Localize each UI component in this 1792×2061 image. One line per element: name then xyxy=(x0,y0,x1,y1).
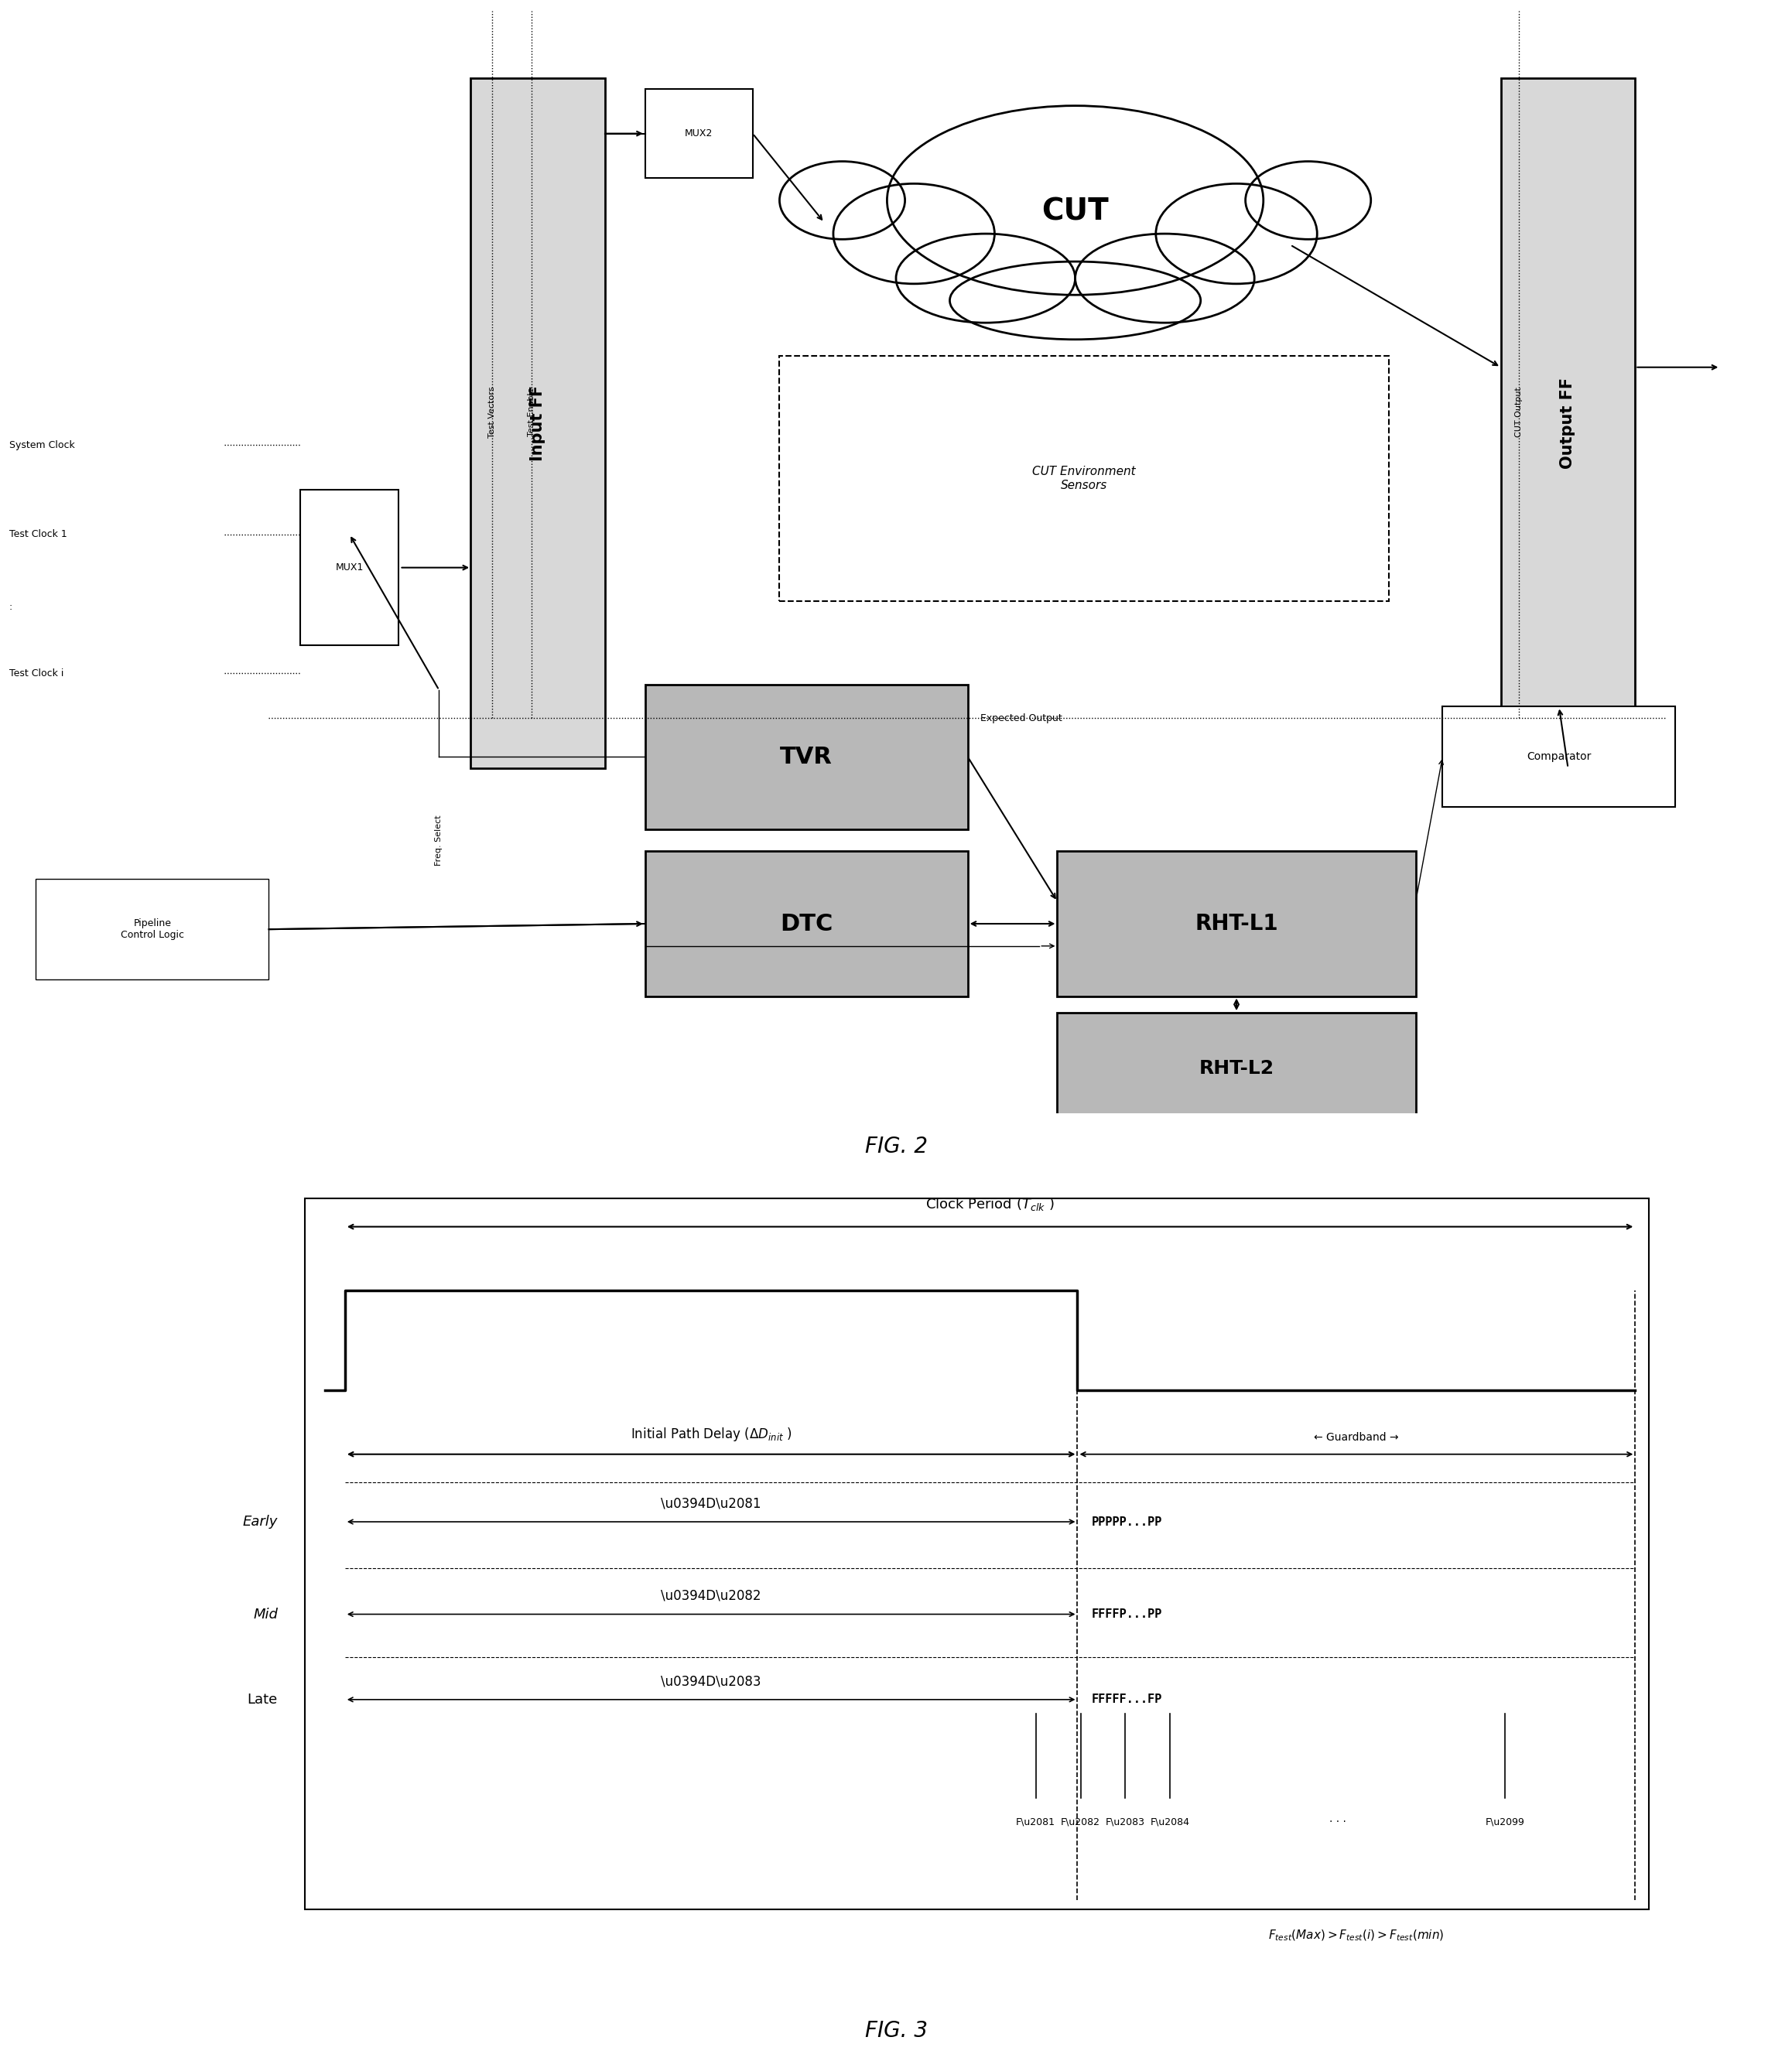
Text: F\u2081: F\u2081 xyxy=(1016,1818,1055,1826)
Text: CUT Environment
Sensors: CUT Environment Sensors xyxy=(1032,466,1136,491)
FancyBboxPatch shape xyxy=(305,1197,1649,1908)
Text: \u0394D\u2081: \u0394D\u2081 xyxy=(661,1496,762,1511)
Text: Test Clock i: Test Clock i xyxy=(9,668,63,678)
FancyBboxPatch shape xyxy=(1502,78,1634,769)
Ellipse shape xyxy=(1156,183,1317,284)
Text: RHT-L1: RHT-L1 xyxy=(1195,913,1278,934)
FancyBboxPatch shape xyxy=(36,880,269,979)
FancyBboxPatch shape xyxy=(470,78,606,769)
FancyBboxPatch shape xyxy=(1057,851,1416,995)
Text: Test Vectors: Test Vectors xyxy=(487,385,496,437)
Text: Expected Output: Expected Output xyxy=(980,713,1063,723)
Ellipse shape xyxy=(1075,233,1254,324)
Text: Late: Late xyxy=(247,1692,278,1707)
Text: CUT Output: CUT Output xyxy=(1514,387,1523,437)
FancyBboxPatch shape xyxy=(1057,1012,1416,1123)
Ellipse shape xyxy=(950,262,1201,340)
Text: ← Guardband →: ← Guardband → xyxy=(1314,1432,1400,1443)
Text: FFFFF...FP: FFFFF...FP xyxy=(1091,1694,1163,1704)
Text: Comparator: Comparator xyxy=(1527,752,1591,763)
Text: MUX2: MUX2 xyxy=(685,128,713,138)
Text: RHT-L2: RHT-L2 xyxy=(1199,1059,1274,1078)
Text: F\u2083: F\u2083 xyxy=(1106,1818,1145,1826)
Text: Mid: Mid xyxy=(253,1608,278,1622)
Text: Input FF: Input FF xyxy=(530,385,545,462)
Text: FIG. 3: FIG. 3 xyxy=(866,2020,926,2042)
FancyBboxPatch shape xyxy=(1443,707,1676,806)
Text: Early: Early xyxy=(242,1515,278,1529)
Ellipse shape xyxy=(780,161,905,239)
FancyBboxPatch shape xyxy=(645,684,968,829)
Text: TVR: TVR xyxy=(780,746,833,769)
Text: Freq. Select: Freq. Select xyxy=(435,814,443,866)
FancyBboxPatch shape xyxy=(645,851,968,995)
Text: Output FF: Output FF xyxy=(1561,377,1575,468)
FancyBboxPatch shape xyxy=(645,89,753,177)
Text: F\u2084: F\u2084 xyxy=(1150,1818,1190,1826)
Text: FIG. 2: FIG. 2 xyxy=(866,1136,926,1158)
Text: · · ·: · · · xyxy=(1330,1818,1346,1828)
Text: MUX1: MUX1 xyxy=(335,563,364,573)
Text: \u0394D\u2083: \u0394D\u2083 xyxy=(661,1674,762,1688)
FancyBboxPatch shape xyxy=(780,357,1389,602)
Ellipse shape xyxy=(833,183,995,284)
Text: Test Enable: Test Enable xyxy=(527,387,536,437)
Text: PPPPP...PP: PPPPP...PP xyxy=(1091,1517,1163,1527)
Ellipse shape xyxy=(887,105,1263,295)
Text: Initial Path Delay ($\Delta D_{init}$ ): Initial Path Delay ($\Delta D_{init}$ ) xyxy=(631,1426,792,1443)
Text: FFFFP...PP: FFFFP...PP xyxy=(1091,1608,1163,1620)
FancyBboxPatch shape xyxy=(299,491,398,645)
Text: $F_{test}(Max) > F_{test}(i) > F_{test}(min)$: $F_{test}(Max) > F_{test}(i) > F_{test}(… xyxy=(1269,1929,1444,1944)
Text: \u0394D\u2082: \u0394D\u2082 xyxy=(661,1589,762,1603)
Text: Clock Period ($T_{clk}$ ): Clock Period ($T_{clk}$ ) xyxy=(926,1195,1054,1212)
Text: Test Clock 1: Test Clock 1 xyxy=(9,530,66,540)
Ellipse shape xyxy=(1245,161,1371,239)
Text: System Clock: System Clock xyxy=(9,441,75,449)
Text: :: : xyxy=(9,602,13,612)
Text: DTC: DTC xyxy=(780,913,833,936)
Text: F\u2082: F\u2082 xyxy=(1061,1818,1100,1826)
Text: CUT: CUT xyxy=(1041,196,1109,227)
Text: F\u2099: F\u2099 xyxy=(1486,1818,1525,1826)
Text: Pipeline
Control Logic: Pipeline Control Logic xyxy=(120,919,185,940)
Ellipse shape xyxy=(896,233,1075,324)
